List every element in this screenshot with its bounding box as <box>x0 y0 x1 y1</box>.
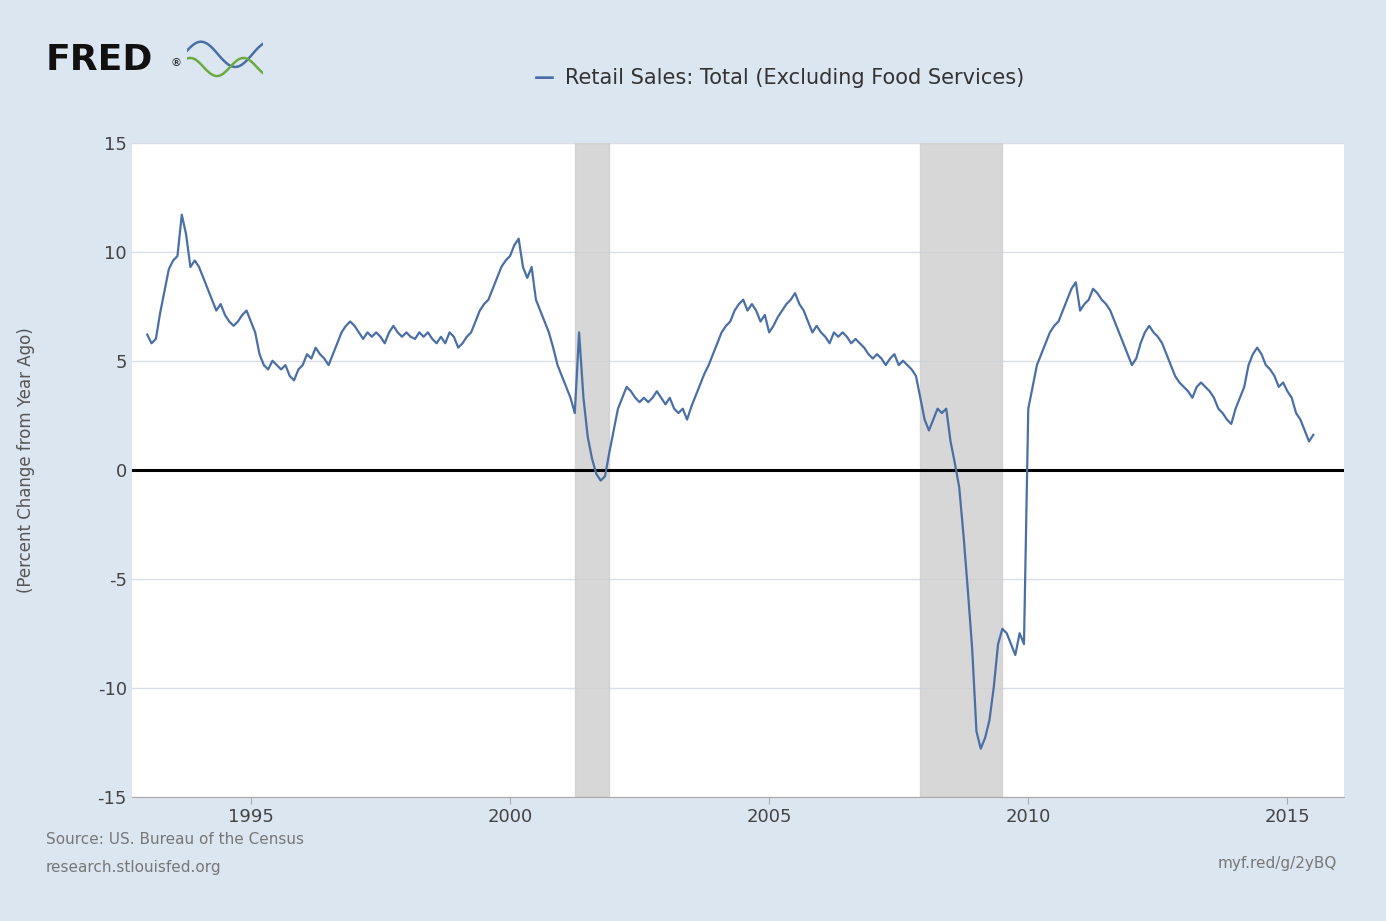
Text: FRED: FRED <box>46 43 152 76</box>
Text: research.stlouisfed.org: research.stlouisfed.org <box>46 860 222 875</box>
Text: Source: US. Bureau of the Census: Source: US. Bureau of the Census <box>46 833 304 847</box>
Text: —: — <box>534 68 554 88</box>
Bar <box>575 143 610 797</box>
Text: ®: ® <box>170 58 182 67</box>
Text: myf.red/g/2yBQ: myf.red/g/2yBQ <box>1218 857 1337 871</box>
Text: Retail Sales: Total (Excluding Food Services): Retail Sales: Total (Excluding Food Serv… <box>565 68 1024 88</box>
Bar <box>920 143 1002 797</box>
Text: (Percent Change from Year Ago): (Percent Change from Year Ago) <box>17 328 35 593</box>
